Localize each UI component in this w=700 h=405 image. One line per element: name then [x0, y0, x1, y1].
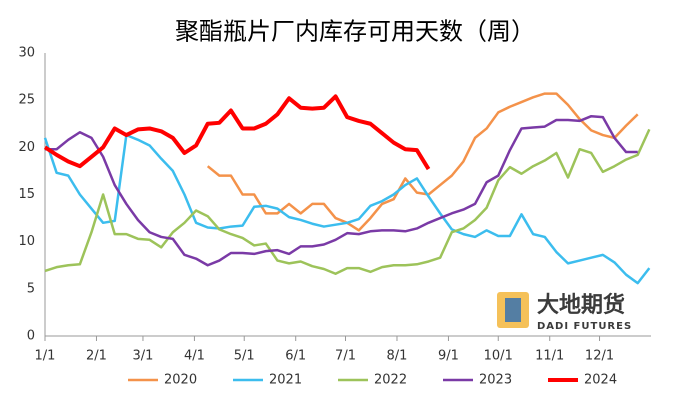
- x-tick-label: 11/1: [535, 349, 564, 364]
- y-tick-label: 20: [18, 140, 35, 155]
- series-line: [43, 133, 651, 285]
- y-tick-label: 25: [18, 93, 35, 108]
- y-tick-label: 30: [18, 46, 35, 61]
- x-tick-label: 7/1: [335, 349, 356, 364]
- x-tick-label: 1/1: [35, 349, 56, 364]
- x-tick-label: 10/1: [484, 349, 513, 364]
- legend-label: 2020: [164, 373, 197, 388]
- watermark: 大地期货 DADI FUTURES: [497, 292, 632, 332]
- x-tick-label: 5/1: [234, 349, 255, 364]
- x-tick-label: 9/1: [438, 349, 459, 364]
- legend-label: 2024: [584, 373, 617, 388]
- x-tick-label: 12/1: [585, 349, 614, 364]
- y-tick-label: 10: [18, 234, 35, 249]
- legend-label: 2021: [269, 373, 302, 388]
- x-tick-label: 3/1: [132, 349, 153, 364]
- series-line: [44, 128, 651, 275]
- x-tick-label: 2/1: [86, 349, 107, 364]
- watermark-name: 大地期货: [537, 292, 625, 318]
- y-tick-label: 15: [18, 187, 35, 202]
- series-line: [206, 92, 639, 232]
- series-line: [43, 94, 431, 171]
- legend-label: 2022: [374, 373, 407, 388]
- series-line: [45, 114, 638, 267]
- x-tick-label: 4/1: [184, 349, 205, 364]
- x-tick-label: 8/1: [387, 349, 408, 364]
- y-tick-label: 0: [27, 329, 35, 344]
- legend-label: 2023: [479, 373, 512, 388]
- watermark-subtitle: DADI FUTURES: [537, 321, 632, 332]
- y-tick-label: 5: [27, 281, 35, 296]
- logo-inner: [505, 298, 521, 322]
- x-tick-label: 6/1: [285, 349, 306, 364]
- chart-title: 聚酯瓶片厂内库存可用天数（周）: [175, 18, 535, 46]
